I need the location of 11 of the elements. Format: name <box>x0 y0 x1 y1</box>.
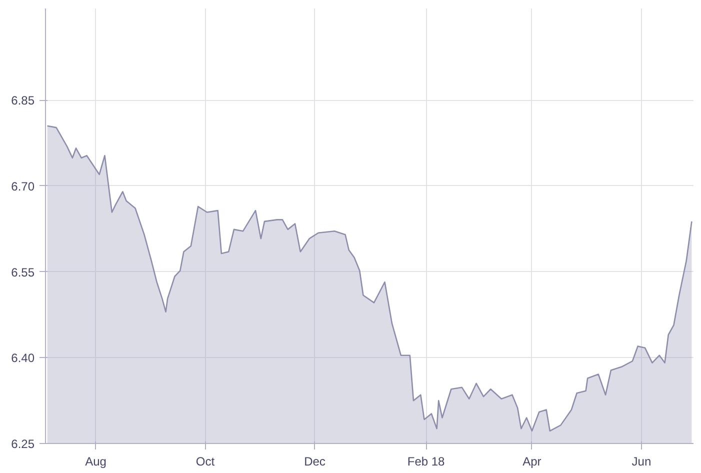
y-tick-label: 6.25 <box>11 437 35 451</box>
x-tick-label: Aug <box>85 454 106 468</box>
y-tick-label: 6.55 <box>11 265 35 280</box>
x-tick-label: Dec <box>304 454 326 468</box>
x-tick-label: Jun <box>632 454 652 468</box>
y-tick-label: 6.70 <box>11 179 35 194</box>
y-tick-label: 6.85 <box>11 94 35 108</box>
y-tick-label: 6.40 <box>11 351 35 366</box>
x-tick-label: Feb 18 <box>407 454 446 468</box>
x-tick-label: Apr <box>522 454 542 468</box>
x-tick-label: Oct <box>196 454 216 468</box>
